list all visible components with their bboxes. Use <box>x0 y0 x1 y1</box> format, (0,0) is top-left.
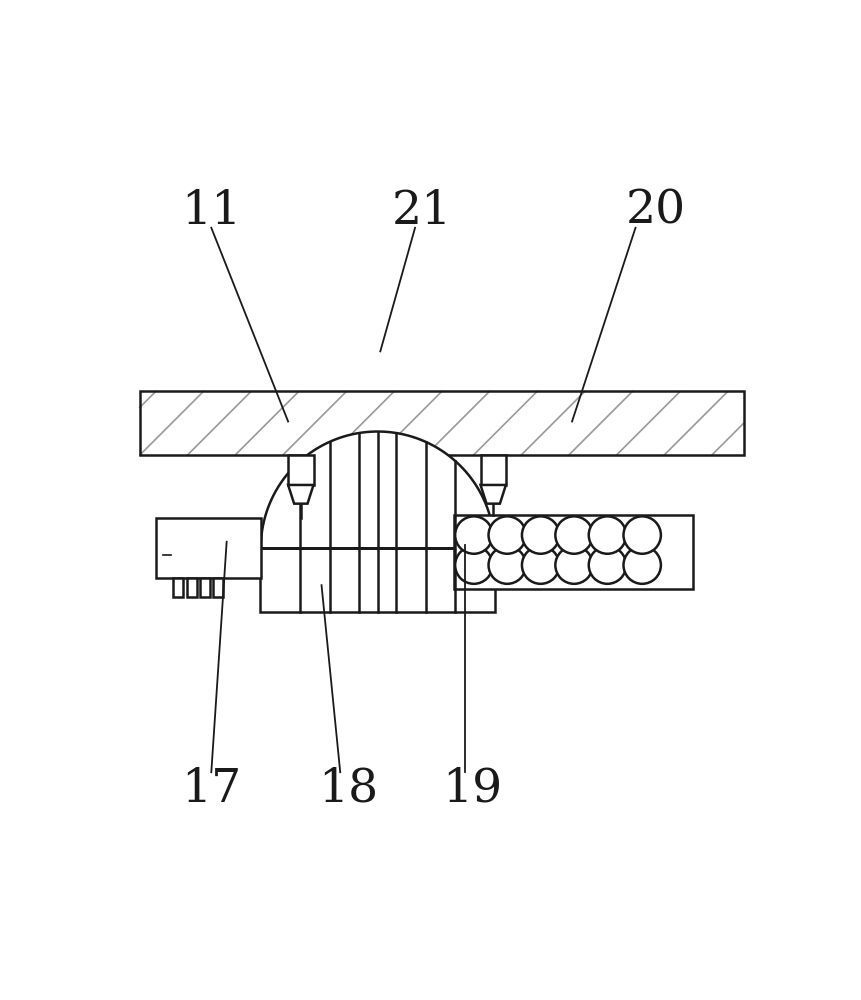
Bar <box>260 548 494 612</box>
Bar <box>139 391 743 455</box>
Circle shape <box>522 546 559 584</box>
Bar <box>173 578 183 597</box>
Circle shape <box>455 546 492 584</box>
Text: 11: 11 <box>181 188 241 234</box>
Bar <box>156 518 261 578</box>
Polygon shape <box>288 485 313 504</box>
Text: 20: 20 <box>625 188 684 234</box>
Circle shape <box>488 516 525 554</box>
Bar <box>186 578 196 597</box>
Polygon shape <box>260 432 494 548</box>
Bar <box>288 455 313 485</box>
Circle shape <box>455 516 492 554</box>
Circle shape <box>522 516 559 554</box>
Text: 19: 19 <box>441 766 501 812</box>
Circle shape <box>588 516 625 554</box>
Circle shape <box>488 546 525 584</box>
Polygon shape <box>480 485 505 504</box>
Circle shape <box>623 516 660 554</box>
Circle shape <box>554 546 592 584</box>
Circle shape <box>588 546 625 584</box>
Circle shape <box>554 516 592 554</box>
Bar <box>346 455 409 552</box>
Text: 17: 17 <box>181 766 241 812</box>
Bar <box>480 455 505 485</box>
Bar <box>200 578 210 597</box>
Text: 21: 21 <box>391 188 451 234</box>
Bar <box>213 578 223 597</box>
Circle shape <box>623 546 660 584</box>
Text: 18: 18 <box>318 766 378 812</box>
Bar <box>453 515 692 589</box>
